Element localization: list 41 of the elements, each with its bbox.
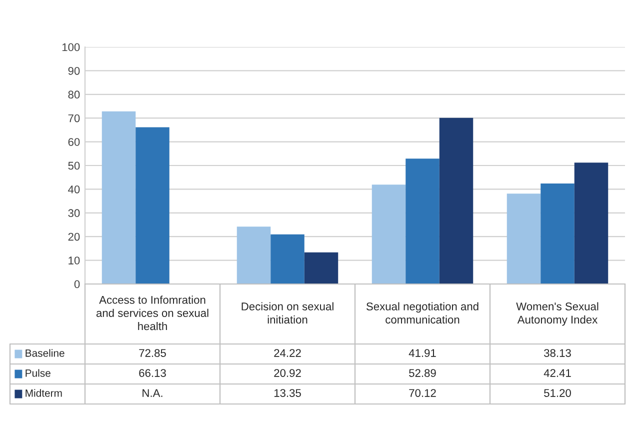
bar	[102, 111, 136, 284]
bar	[136, 127, 170, 284]
y-tick-label: 40	[68, 185, 80, 194]
data-label: 66.13	[139, 369, 166, 377]
data-label: 51.20	[544, 389, 571, 397]
x-tick-label: Decision on sexual initiation	[242, 302, 334, 324]
data-label: 52.89	[409, 369, 436, 377]
data-label: 42.41	[544, 369, 571, 377]
legend-label: Midterm	[26, 389, 62, 397]
text: N.A.	[142, 389, 162, 397]
y-tick-label: 20	[68, 232, 80, 241]
legend-label: Baseline	[26, 349, 64, 357]
bar	[506, 194, 541, 284]
y-tick-label: 70	[68, 114, 80, 122]
data-label: 38.13	[544, 349, 571, 357]
x-tick-label: Sexual negotiation and communication	[366, 302, 478, 324]
data-label: 24.22	[274, 349, 301, 357]
bar	[236, 226, 271, 284]
x-tick-label: Women's Sexual Autonomy Index	[516, 302, 598, 326]
bar	[439, 118, 474, 284]
bar	[540, 183, 574, 284]
bar	[372, 184, 406, 284]
bar	[574, 162, 608, 284]
y-tick-label: 100	[62, 43, 80, 52]
y-tick-label: 30	[68, 209, 80, 218]
y-tick-label: 10	[68, 256, 80, 264]
bar	[270, 234, 304, 284]
data-label: 13.35	[274, 389, 301, 397]
bar	[406, 158, 440, 284]
y-tick-label: 90	[68, 66, 80, 75]
data-label: 41.91	[408, 349, 436, 357]
y-tick-label: 50	[68, 162, 80, 170]
bar	[304, 252, 338, 284]
legend-label: Pulse	[26, 369, 50, 377]
y-tick-label: 0	[74, 280, 80, 288]
y-tick-label: 60	[68, 138, 80, 146]
data-label: 20.92	[274, 369, 301, 377]
x-tick-label: Access to Infomration and services on sexual health	[96, 296, 208, 330]
data-label: 72.85	[139, 349, 166, 357]
y-tick-label: 80	[68, 90, 80, 99]
data-label: 70.12	[409, 389, 436, 397]
